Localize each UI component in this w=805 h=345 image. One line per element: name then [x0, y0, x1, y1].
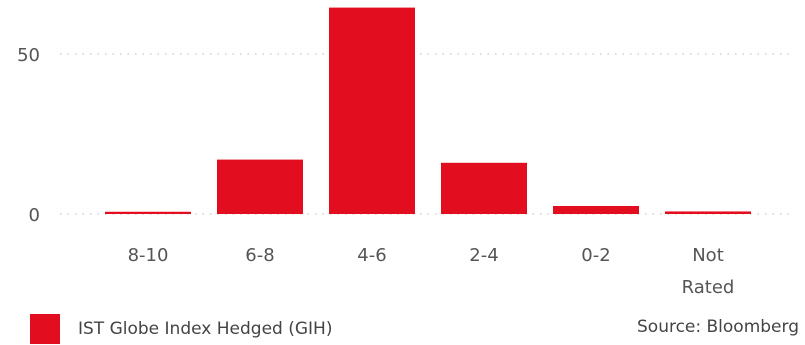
bars: [105, 7, 751, 214]
bar-8-10: [105, 211, 191, 214]
source-note: Source: Bloomberg: [637, 317, 799, 337]
bar-2-4: [441, 162, 527, 214]
legend: IST Globe Index Hedged (GIH): [30, 314, 332, 344]
legend-label: IST Globe Index Hedged (GIH): [78, 319, 333, 339]
y-axis-ticks: 0 50: [17, 45, 40, 226]
bar-0-2: [553, 206, 639, 214]
bar-not-rated: [665, 211, 751, 214]
x-tick-label: 2-4: [469, 245, 498, 266]
y-tick-label: 50: [17, 45, 40, 66]
grid-lines: [60, 53, 790, 215]
x-axis-ticks: 8-10 6-8 4-6 2-4 0-2 Not Rated: [128, 245, 735, 298]
legend-swatch: [30, 314, 60, 344]
x-tick-label: 6-8: [245, 245, 274, 266]
x-tick-label: 8-10: [128, 245, 169, 266]
bar-6-8: [217, 159, 303, 214]
x-tick-label: 4-6: [357, 245, 386, 266]
y-tick-label: 0: [29, 205, 40, 226]
bar-4-6: [329, 7, 415, 214]
x-tick-label: 0-2: [581, 245, 610, 266]
x-tick-label: Not: [692, 245, 724, 266]
x-tick-label: Rated: [682, 277, 735, 298]
